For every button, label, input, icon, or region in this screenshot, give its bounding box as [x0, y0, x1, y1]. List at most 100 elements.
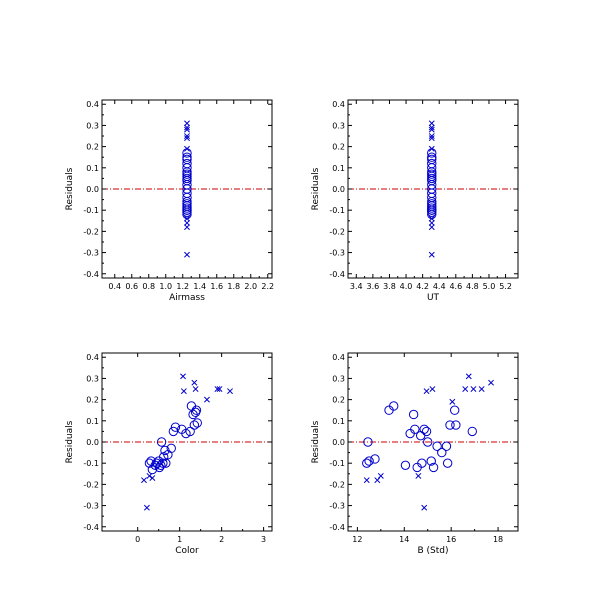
data-point-circle — [166, 443, 176, 454]
x-tick-label: 1.0 — [159, 282, 172, 291]
data-point-cross — [428, 215, 435, 222]
data-point-cross — [488, 379, 494, 386]
data-point-cross — [227, 388, 233, 395]
data-point-cross — [184, 145, 190, 152]
data-point-circle — [427, 154, 437, 165]
data-point-cross — [203, 396, 210, 403]
y-axis-label: Residuals — [311, 420, 321, 463]
x-tick-label: 2.2 — [261, 282, 274, 291]
data-point-circle — [182, 154, 192, 165]
data-point-cross — [180, 388, 187, 395]
data-point-cross — [180, 373, 186, 380]
y-tick-label: -0.2 — [329, 480, 345, 489]
data-point-cross — [423, 388, 430, 395]
x-tick-label: 3 — [261, 535, 266, 544]
data-point-circle — [445, 420, 455, 430]
x-tick-label: 2.0 — [244, 282, 257, 291]
chart-panel-4: 12 14 16 18 -0.4 -0.3 -0.2 -0.1 0.0 0.1 0.2 0.3 0.4 B… — [311, 352, 519, 556]
data-point-circle — [427, 203, 437, 213]
x-tick-label: 3.4 — [350, 282, 363, 291]
data-point-circle — [427, 173, 437, 184]
data-point-circle — [170, 422, 181, 432]
x-tick-label: 0.4 — [108, 282, 121, 291]
y-tick-label: -0.4 — [83, 270, 99, 279]
x-tick-label: 2 — [219, 535, 224, 544]
x-tick-label: 5.2 — [499, 282, 512, 291]
data-point-circle — [467, 426, 477, 437]
x-tick-label: 0 — [135, 535, 140, 544]
y-tick-label: 0.4 — [86, 100, 99, 109]
data-point-cross — [184, 124, 190, 131]
data-point-circle — [427, 199, 437, 209]
data-point-circle — [182, 203, 192, 213]
y-tick-label: -0.1 — [83, 459, 99, 468]
data-point-cross — [184, 224, 190, 231]
y-tick-label: -0.2 — [329, 227, 345, 236]
data-point-cross — [428, 133, 435, 139]
y-tick-label: -0.1 — [83, 206, 99, 215]
data-point-circle — [158, 458, 168, 468]
data-point-circle — [189, 420, 200, 430]
y-tick-label: 0.3 — [332, 121, 345, 130]
x-axis-label: Color — [175, 546, 199, 556]
data-point-cross — [449, 398, 456, 405]
y-tick-label: -0.3 — [83, 249, 99, 258]
data-point-cross — [141, 477, 147, 484]
y-tick-label: 0.0 — [86, 438, 99, 447]
x-tick-label: 4.8 — [466, 282, 479, 291]
data-point-circle — [156, 460, 166, 471]
data-point-cross — [184, 135, 190, 142]
data-point-circle — [156, 437, 167, 447]
data-point-cross — [428, 224, 435, 231]
data-point-circle — [185, 426, 195, 437]
data-point-circle — [144, 458, 155, 468]
x-tick-label: 1.2 — [176, 282, 189, 291]
x-tick-label: 0.8 — [142, 282, 155, 291]
data-point-cross — [146, 472, 153, 479]
data-point-cross — [377, 472, 384, 479]
chart-panel-1: 0.4 0.6 0.8 1.0 1.2 1.4 1.6 1.8 2.0 2.2 -0.4 -0.3 -0… — [65, 99, 274, 303]
data-point-cross — [184, 126, 190, 133]
data-point-cross — [374, 477, 381, 484]
y-tick-label: 0.4 — [332, 353, 345, 362]
data-point-circle — [400, 460, 411, 471]
data-point-cross — [429, 386, 436, 392]
data-point-cross — [184, 120, 190, 127]
y-tick-label: 0.2 — [86, 143, 99, 152]
data-point-circle — [370, 454, 380, 464]
data-point-cross — [415, 472, 422, 479]
data-point-circle — [428, 462, 439, 473]
data-point-circle — [363, 437, 373, 447]
data-point-circle — [192, 418, 202, 428]
y-tick-label: 0.1 — [332, 164, 345, 173]
y-tick-label: 0.3 — [86, 374, 99, 383]
data-point-cross — [191, 379, 198, 386]
data-point-circle — [423, 437, 433, 447]
x-tick-label: 12 — [352, 535, 362, 544]
x-tick-label: 14 — [399, 535, 409, 544]
data-point-circle — [161, 458, 171, 468]
y-tick-label: 0.2 — [332, 143, 345, 152]
data-point-cross — [428, 120, 435, 127]
y-tick-label: 0.1 — [86, 164, 99, 173]
x-tick-label: 5.0 — [483, 282, 496, 291]
y-tick-label: -0.4 — [329, 270, 345, 279]
x-axis-label: Airmass — [169, 293, 205, 303]
x-tick-label: 4.0 — [400, 282, 413, 291]
data-point-circle — [427, 158, 437, 169]
x-tick-label: 3.6 — [367, 282, 380, 291]
data-point-circle — [182, 169, 192, 179]
data-point-circle — [410, 424, 420, 434]
data-point-cross — [428, 251, 435, 258]
y-tick-label: 0.4 — [86, 353, 99, 362]
y-tick-label: -0.2 — [83, 480, 99, 489]
data-point-circle — [451, 420, 461, 430]
data-point-cross — [192, 386, 199, 392]
y-tick-label: 0.0 — [86, 185, 99, 194]
y-axis-label: Residuals — [65, 167, 75, 210]
data-point-cross — [363, 477, 370, 484]
data-point-circle — [419, 424, 429, 434]
data-point-circle — [417, 458, 427, 468]
